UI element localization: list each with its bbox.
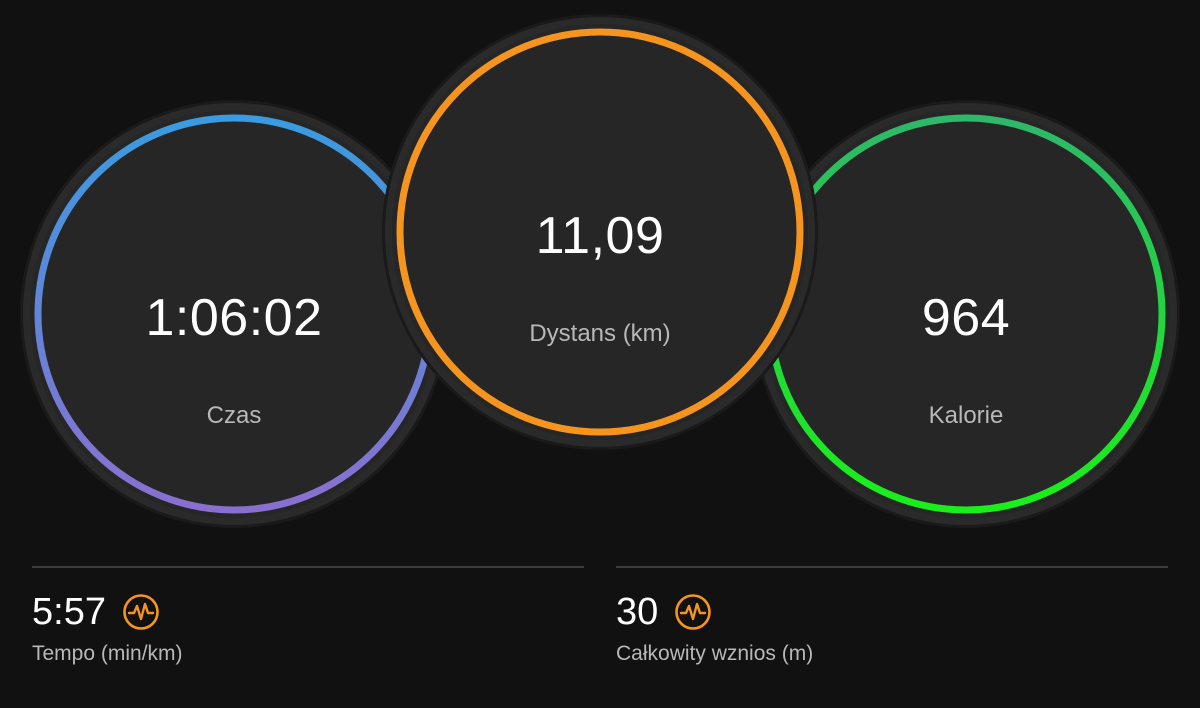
ascent-stat[interactable]: 30 Całkowity wznios (m) xyxy=(616,590,813,666)
ascent-label: Całkowity wznios (m) xyxy=(616,642,814,665)
divider-right xyxy=(616,566,1168,568)
ascent-value: 30 xyxy=(616,590,659,633)
time-label: Czas xyxy=(206,402,262,429)
calories-value: 964 xyxy=(921,289,1011,347)
heart-rate-icon[interactable] xyxy=(674,593,712,631)
heart-rate-icon[interactable] xyxy=(122,593,160,631)
time-value: 1:06:02 xyxy=(145,289,323,347)
calories-label: Kalorie xyxy=(928,402,1004,429)
pace-value: 5:57 xyxy=(32,590,106,633)
distance-stat-circle[interactable]: 11,09 Dystans (km) xyxy=(392,24,808,440)
pace-label: Tempo (min/km) xyxy=(32,642,183,665)
divider-left xyxy=(32,566,584,568)
time-stat-circle[interactable]: 1:06:02 Czas xyxy=(30,110,438,518)
distance-value: 11,09 xyxy=(535,207,665,265)
calories-stat-circle[interactable]: 964 Kalorie xyxy=(762,110,1170,518)
distance-progress-ring xyxy=(396,28,804,436)
distance-label: Dystans (km) xyxy=(529,320,671,347)
pace-stat[interactable]: 5:57 Tempo (min/km) xyxy=(32,590,183,666)
